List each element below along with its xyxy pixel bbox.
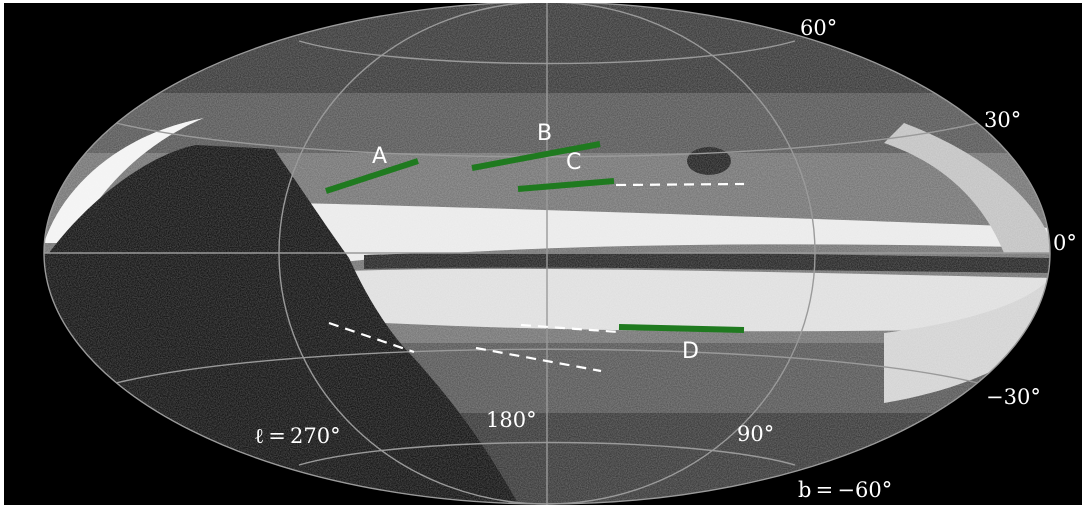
segment-c — [517, 178, 615, 192]
longitude-label-270: ℓ = 270° — [254, 424, 341, 448]
segment-label-c: C — [566, 150, 581, 175]
longitude-label-90: 90° — [737, 422, 774, 446]
segment-label-b: B — [537, 121, 552, 146]
segment-b — [471, 141, 601, 171]
segment-label-d: D — [682, 339, 699, 364]
graticule — [43, 3, 1051, 505]
sky-map: A B C D 60° 30° 0° −30° b = −60° ℓ = 270… — [43, 3, 1077, 505]
segment-d — [618, 324, 745, 333]
dashed-line-lower-left — [328, 321, 415, 354]
longitude-label-180: 180° — [486, 408, 537, 432]
dashed-lines — [328, 182, 745, 373]
latitude-label-60: 60° — [800, 16, 837, 40]
segments — [325, 141, 745, 333]
map-frame: A B C D 60° 30° 0° −30° b = −60° ℓ = 270… — [4, 3, 1082, 505]
sky-image — [44, 3, 1050, 504]
latitude-label-30: 30° — [984, 108, 1021, 132]
latitude-label-minus-60: b = −60° — [798, 478, 892, 502]
latitude-label-minus-30: −30° — [986, 385, 1041, 409]
segment-a — [325, 158, 419, 194]
latitude-label-0: 0° — [1053, 231, 1077, 255]
segment-label-a: A — [372, 144, 387, 169]
dashed-line-c — [615, 182, 745, 187]
dashed-line-lower-mid — [475, 346, 602, 373]
